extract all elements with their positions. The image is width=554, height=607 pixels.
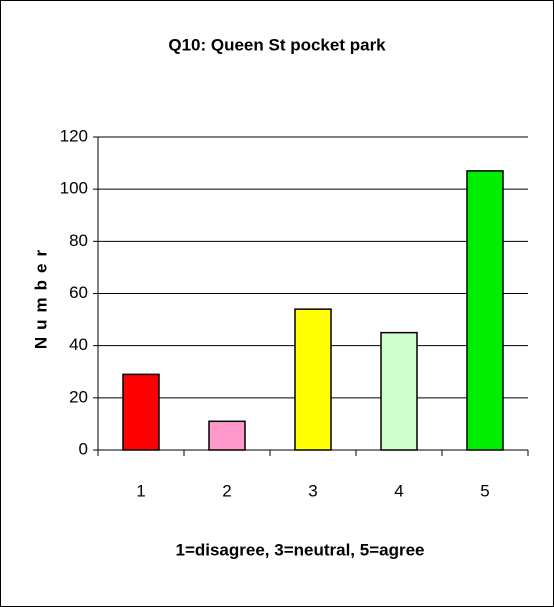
bar [380, 331, 418, 451]
y-tick-label: 40 [69, 335, 88, 354]
y-tick-label: 80 [69, 231, 88, 250]
y-tick-label: 100 [60, 179, 88, 198]
y-axis-title: Number [31, 243, 50, 349]
bar [122, 373, 160, 451]
chart-title: Q10: Queen St pocket park [168, 35, 386, 54]
y-tick-label: 120 [60, 126, 88, 145]
bar [294, 308, 332, 451]
y-tick-label: 0 [79, 439, 88, 458]
y-tick-label: 20 [69, 387, 88, 406]
x-tick-label: 1 [136, 481, 145, 500]
x-tick-label: 3 [308, 481, 317, 500]
x-tick-label: 5 [480, 481, 489, 500]
bar [466, 170, 504, 451]
x-tick-label: 2 [222, 481, 231, 500]
x-tick-label: 4 [394, 481, 403, 500]
x-axis-title: 1=disagree, 3=neutral, 5=agree [175, 540, 424, 559]
y-tick-label: 60 [69, 283, 88, 302]
bar [208, 420, 246, 451]
